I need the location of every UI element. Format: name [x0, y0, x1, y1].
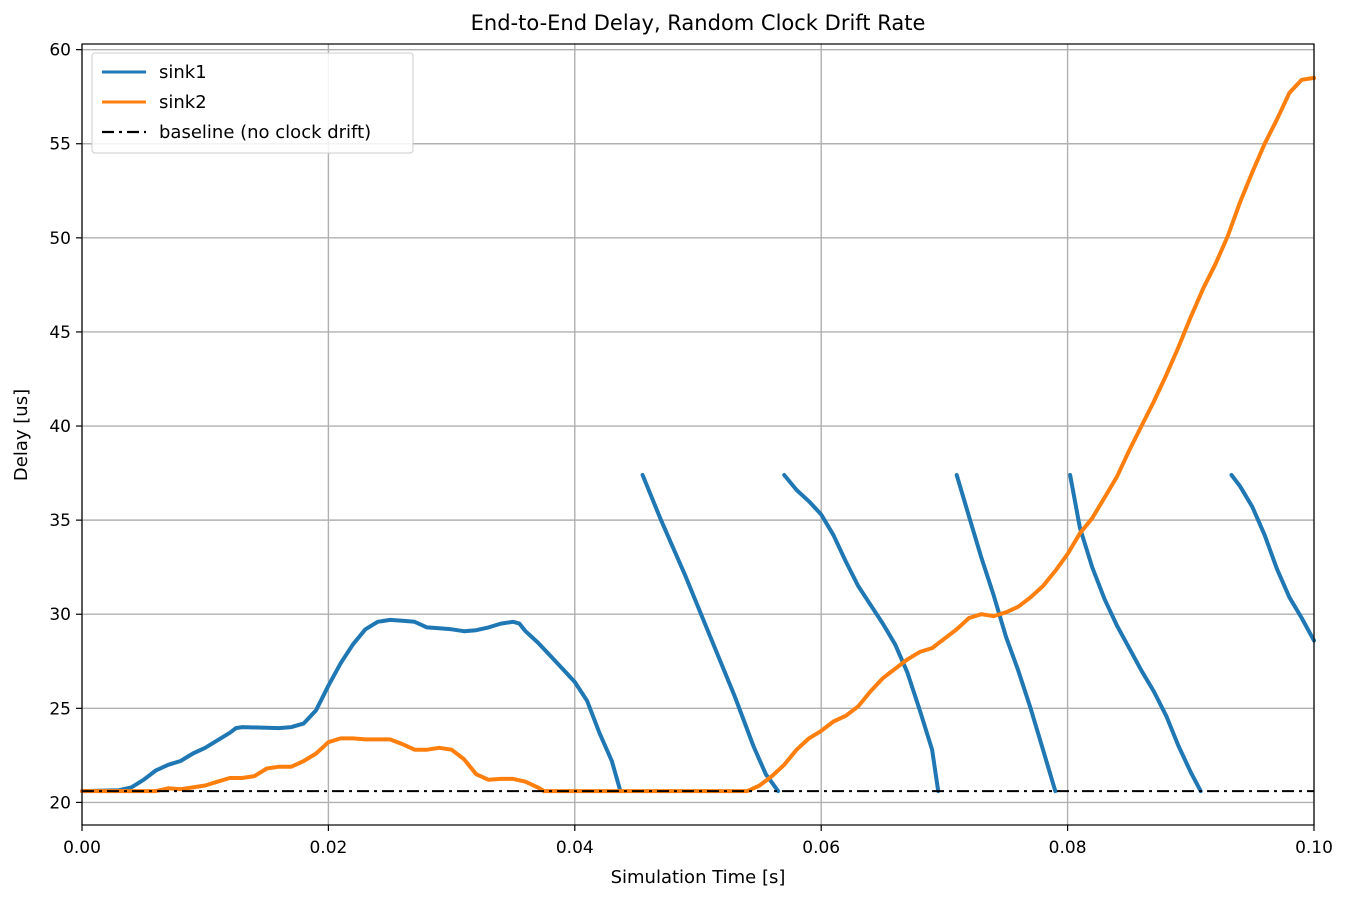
- series-sink1: [80, 473, 1316, 794]
- grid-lines: [81, 44, 1315, 825]
- y-tick-label: 25: [49, 699, 71, 719]
- series-line-segment: [782, 473, 941, 794]
- series-line-segment: [1229, 473, 1316, 643]
- legend-label: sink2: [159, 92, 207, 113]
- x-tick-label: 0.02: [309, 838, 347, 858]
- x-tick-label: 0.00: [63, 838, 101, 858]
- legend: sink1 sink2 baseline (no clock drift): [91, 52, 414, 154]
- series-line-segment: [640, 473, 781, 794]
- series-sink2: [80, 75, 1316, 794]
- y-tick-label: 45: [49, 323, 71, 343]
- x-tick-label: 0.10: [1295, 838, 1333, 858]
- series-line-segment: [954, 473, 1058, 794]
- series-line-segment: [1068, 473, 1203, 794]
- y-tick-label: 20: [49, 793, 71, 813]
- legend-box: [91, 52, 414, 154]
- x-tick-label: 0.04: [556, 838, 594, 858]
- legend-label: baseline (no clock drift): [159, 122, 371, 143]
- y-tick-label: 30: [49, 605, 71, 625]
- series-line-segment: [80, 75, 1316, 794]
- axis-ticks: 0.00 0.02 0.04 0.06 0.08 0.10 20 25 30 35 40 45 50 55…: [49, 41, 1333, 858]
- y-tick-label: 55: [49, 135, 71, 155]
- y-tick-label: 50: [49, 229, 71, 249]
- series-line-segment: [80, 617, 623, 794]
- chart-title: End-to-End Delay, Random Clock Drift Rat…: [471, 11, 926, 35]
- plot-frame: [81, 43, 1315, 826]
- y-tick-label: 60: [49, 41, 71, 61]
- y-tick-label: 35: [49, 511, 71, 531]
- y-tick-label: 40: [49, 417, 71, 437]
- x-axis-label: Simulation Time [s]: [611, 867, 786, 888]
- legend-label: sink1: [159, 62, 207, 83]
- plot-series: [80, 75, 1316, 794]
- y-axis-label: Delay [us]: [11, 389, 32, 481]
- x-tick-label: 0.08: [1049, 838, 1087, 858]
- x-tick-label: 0.06: [802, 838, 840, 858]
